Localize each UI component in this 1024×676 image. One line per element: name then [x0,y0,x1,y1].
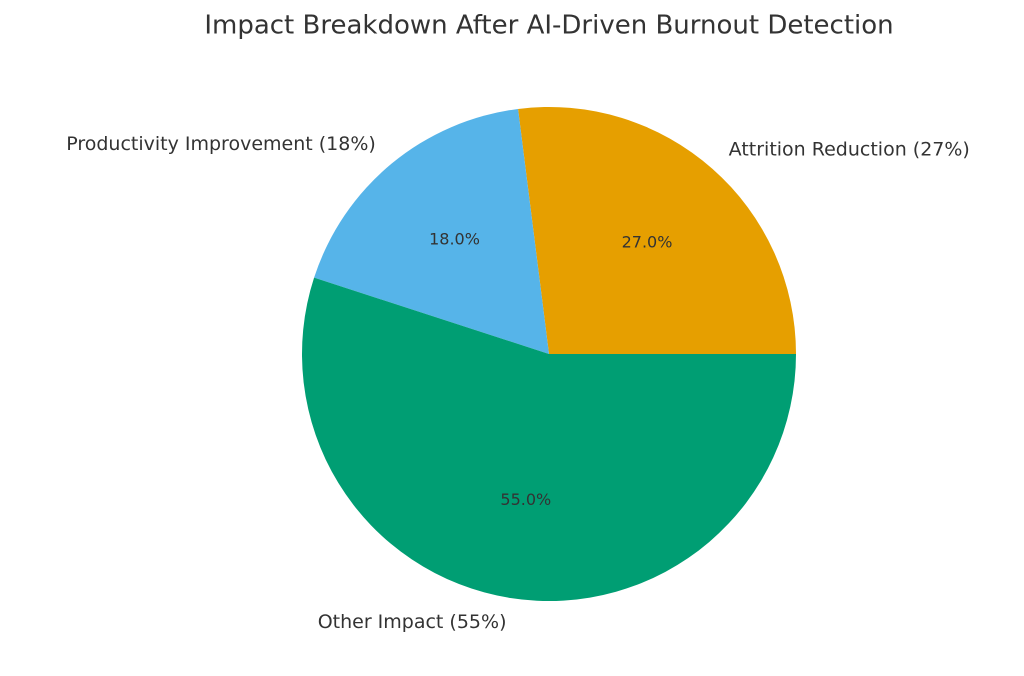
chart-title: Impact Breakdown After AI-Driven Burnout… [204,11,893,41]
pie-slice [314,108,549,355]
value-label: 55.0% [500,490,551,509]
slice-label: Attrition Reduction (27%) [729,139,970,161]
pie-slice [302,277,796,601]
slice-label: Other Impact (55%) [318,611,507,633]
value-label: 27.0% [622,232,673,251]
value-label: 18.0% [429,229,480,248]
pie-slice [518,106,796,354]
slice-label: Productivity Improvement (18%) [66,133,376,155]
